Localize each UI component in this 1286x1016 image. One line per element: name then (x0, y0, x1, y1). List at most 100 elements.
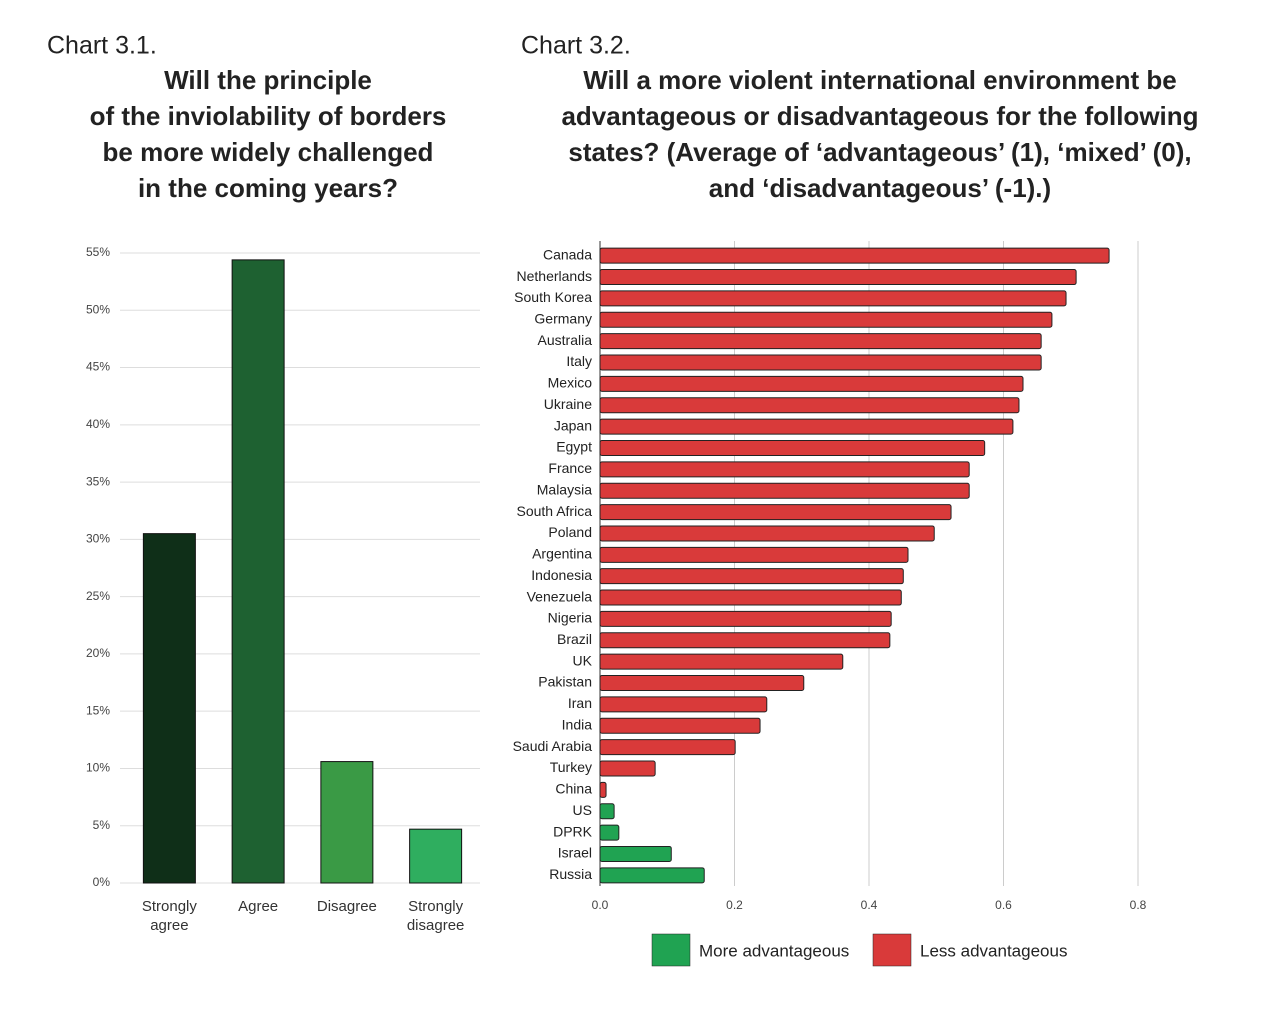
chart-title-line: be more widely challenged (103, 137, 434, 167)
y-tick-label: Italy (566, 353, 592, 369)
y-tick-label: 40% (86, 417, 110, 431)
bar (599, 461, 970, 478)
chart-title-line: advantageous or disadvantageous for the … (561, 101, 1198, 131)
y-tick-label: Poland (548, 524, 592, 540)
y-tick-label: 35% (86, 474, 110, 488)
x-tick-label: Strongly agree (141, 898, 197, 934)
bar (599, 504, 952, 521)
y-tick-label: Venezuela (527, 588, 593, 604)
y-tick-label: South Korea (514, 289, 592, 305)
y-tick-label: Argentina (532, 546, 592, 562)
bar (320, 761, 374, 884)
y-tick-label: 5% (93, 818, 111, 832)
x-tick-label: 0.0 (592, 898, 609, 912)
y-tick-label: Iran (568, 695, 592, 711)
y-tick-label: Australia (538, 332, 593, 348)
bar (599, 290, 1067, 307)
bar (599, 760, 656, 777)
bar (599, 589, 902, 606)
bar (599, 739, 736, 756)
chart-title-line: and ‘disadvantageous’ (-1).) (709, 173, 1051, 203)
chart-title-line: Will the principle (164, 65, 372, 95)
chart-title-line: in the coming years? (138, 173, 398, 203)
chart-label: Chart 3.1. (47, 32, 157, 60)
y-tick-label: Netherlands (517, 268, 593, 284)
y-tick-label: Mexico (548, 375, 593, 391)
bar (409, 828, 463, 884)
bar (599, 610, 892, 627)
bar (599, 803, 615, 820)
y-tick-label: India (562, 716, 593, 732)
bar (142, 533, 196, 884)
x-tick-label-box: Disagree (316, 898, 377, 915)
y-tick-label: 20% (86, 646, 110, 660)
y-tick-label: Egypt (556, 439, 592, 455)
bar (599, 546, 909, 563)
chart-label: Chart 3.2. (521, 32, 631, 60)
bar (599, 781, 607, 798)
y-tick-label: Canada (543, 246, 592, 262)
y-tick-label: France (548, 460, 592, 476)
y-tick-label: 0% (93, 875, 111, 889)
x-tick-label: 0.4 (861, 898, 878, 912)
y-tick-label: UK (573, 652, 593, 668)
y-tick-label: Malaysia (537, 481, 592, 497)
y-tick-label: 45% (86, 360, 110, 374)
y-tick-label: 50% (86, 302, 110, 316)
y-tick-label: 30% (86, 532, 110, 546)
bar (599, 867, 705, 884)
x-tick-label: Agree (238, 898, 279, 915)
x-tick-label: 0.8 (1130, 898, 1147, 912)
y-tick-label: China (555, 781, 592, 797)
legend-label: More advantageous (699, 941, 849, 960)
bar (599, 375, 1024, 392)
y-tick-label: 10% (86, 761, 110, 775)
bar (599, 568, 904, 585)
y-tick-label: 15% (86, 703, 110, 717)
y-tick-label: Indonesia (531, 567, 592, 583)
bar (599, 653, 844, 670)
bar (599, 354, 1042, 371)
legend-label: Less advantageous (920, 941, 1067, 960)
bar (599, 333, 1042, 350)
x-tick-label-box: Strongly agree (141, 898, 197, 934)
bar (599, 269, 1077, 286)
bar (599, 717, 761, 734)
y-tick-label: Israel (558, 845, 592, 861)
y-tick-label: South Africa (517, 503, 593, 519)
y-tick-label: Ukraine (544, 396, 592, 412)
y-tick-label: 25% (86, 589, 110, 603)
y-tick-label: Brazil (557, 631, 592, 647)
bar (599, 845, 672, 862)
chart-title-line: Will a more violent international enviro… (583, 65, 1177, 95)
y-tick-label: Saudi Arabia (513, 738, 593, 754)
x-tick-label: Strongly disagree (406, 898, 465, 934)
y-tick-label: Pakistan (538, 674, 592, 690)
chart-title-line: states? (Average of ‘advantageous’ (1), … (568, 137, 1191, 167)
y-tick-label: 55% (86, 245, 110, 259)
y-tick-label: Nigeria (548, 610, 593, 626)
bar (599, 397, 1020, 414)
y-tick-label: Russia (549, 866, 592, 882)
x-tick-label-box: Strongly disagree (406, 898, 465, 934)
bar (599, 525, 935, 542)
y-tick-label: DPRK (553, 823, 593, 839)
chart-title-line: of the inviolability of borders (90, 101, 447, 131)
bar (599, 311, 1053, 328)
bar (599, 675, 805, 692)
bar (599, 632, 891, 649)
legend-swatch (651, 933, 691, 967)
legend-swatch (872, 933, 912, 967)
bar (599, 824, 620, 841)
y-tick-label: Japan (554, 417, 592, 433)
x-tick-label: 0.2 (726, 898, 743, 912)
x-tick-label-box: Agree (238, 898, 279, 915)
bar (599, 247, 1110, 264)
bar (599, 439, 986, 456)
y-tick-label: US (573, 802, 592, 818)
y-tick-label: Germany (534, 310, 592, 326)
bar (599, 696, 768, 713)
x-tick-label: Disagree (316, 898, 377, 915)
bar (231, 259, 285, 884)
